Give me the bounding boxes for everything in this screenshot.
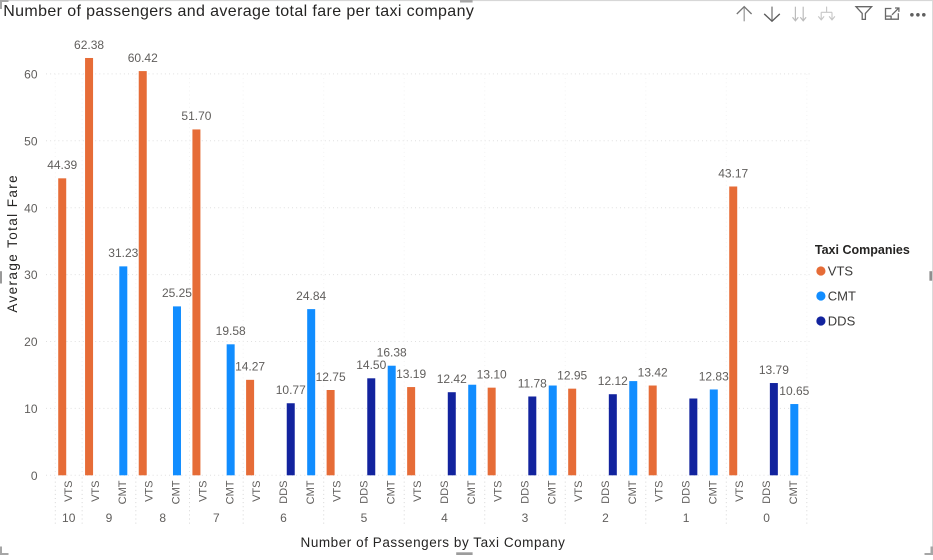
svg-text:DDS: DDS xyxy=(828,314,856,329)
svg-text:VTS: VTS xyxy=(197,481,209,502)
svg-text:43.17: 43.17 xyxy=(718,166,748,180)
svg-text:VTS: VTS xyxy=(734,481,746,502)
svg-text:10: 10 xyxy=(24,402,38,416)
svg-text:4: 4 xyxy=(441,511,448,525)
svg-text:5: 5 xyxy=(361,511,368,525)
svg-text:CMT: CMT xyxy=(224,480,236,504)
svg-text:2: 2 xyxy=(602,511,609,525)
svg-text:Number of passengers and avera: Number of passengers and average total f… xyxy=(3,3,474,20)
svg-text:10.65: 10.65 xyxy=(779,384,809,398)
svg-text:50: 50 xyxy=(24,134,38,148)
svg-text:16.38: 16.38 xyxy=(377,346,407,360)
svg-text:14.50: 14.50 xyxy=(356,358,386,372)
svg-text:0: 0 xyxy=(763,511,770,525)
svg-text:CMT: CMT xyxy=(828,289,856,304)
svg-text:11.78: 11.78 xyxy=(518,376,547,390)
svg-text:6: 6 xyxy=(280,511,287,525)
svg-text:CMT: CMT xyxy=(707,480,719,504)
svg-text:10: 10 xyxy=(62,511,76,525)
svg-text:60.42: 60.42 xyxy=(128,51,158,65)
svg-text:DDS: DDS xyxy=(439,481,451,504)
svg-text:VTS: VTS xyxy=(573,481,585,502)
svg-text:14.27: 14.27 xyxy=(235,360,265,374)
svg-text:13.10: 13.10 xyxy=(477,367,507,381)
svg-text:CMT: CMT xyxy=(385,480,397,504)
svg-text:31.23: 31.23 xyxy=(108,246,138,260)
svg-text:VTS: VTS xyxy=(63,481,75,502)
svg-text:DDS: DDS xyxy=(520,481,532,504)
svg-text:12.75: 12.75 xyxy=(316,370,346,384)
svg-text:10.77: 10.77 xyxy=(276,383,306,397)
svg-text:VTS: VTS xyxy=(493,481,505,502)
svg-text:12.42: 12.42 xyxy=(437,372,467,386)
svg-text:DDS: DDS xyxy=(600,481,612,504)
svg-text:30: 30 xyxy=(24,268,38,282)
svg-text:VTS: VTS xyxy=(251,481,263,502)
svg-text:19.58: 19.58 xyxy=(216,324,246,338)
svg-text:CMT: CMT xyxy=(117,480,129,504)
svg-text:25.25: 25.25 xyxy=(162,286,192,300)
svg-text:13.79: 13.79 xyxy=(759,363,789,377)
svg-text:60: 60 xyxy=(24,68,38,82)
svg-text:DDS: DDS xyxy=(358,481,370,504)
svg-text:DDS: DDS xyxy=(761,481,773,504)
svg-text:1: 1 xyxy=(683,511,690,525)
svg-text:CMT: CMT xyxy=(546,480,558,504)
svg-text:40: 40 xyxy=(24,201,38,215)
svg-text:VTS: VTS xyxy=(828,264,854,279)
svg-text:62.38: 62.38 xyxy=(74,38,104,52)
svg-text:0: 0 xyxy=(31,469,38,483)
svg-text:44.39: 44.39 xyxy=(47,158,77,172)
svg-text:Average Total Fare: Average Total Fare xyxy=(5,174,20,313)
svg-text:Taxi Companies: Taxi Companies xyxy=(815,243,910,257)
svg-text:CMT: CMT xyxy=(171,480,183,504)
svg-text:VTS: VTS xyxy=(654,481,666,502)
svg-text:CMT: CMT xyxy=(466,480,478,504)
svg-text:24.84: 24.84 xyxy=(296,289,326,303)
svg-text:DDS: DDS xyxy=(278,481,290,504)
svg-text:VTS: VTS xyxy=(144,481,156,502)
svg-text:CMT: CMT xyxy=(305,480,317,504)
svg-text:CMT: CMT xyxy=(788,480,800,504)
svg-text:13.42: 13.42 xyxy=(638,365,668,379)
svg-text:8: 8 xyxy=(159,511,166,525)
svg-text:Number of Passengers by Taxi C: Number of Passengers by Taxi Company xyxy=(301,535,566,550)
svg-text:20: 20 xyxy=(24,335,38,349)
svg-text:12.95: 12.95 xyxy=(557,368,587,382)
svg-text:13.19: 13.19 xyxy=(396,367,426,381)
svg-text:12.83: 12.83 xyxy=(699,369,729,383)
svg-text:9: 9 xyxy=(106,511,113,525)
svg-text:CMT: CMT xyxy=(627,480,639,504)
svg-text:51.70: 51.70 xyxy=(181,109,211,123)
svg-text:VTS: VTS xyxy=(90,481,102,502)
svg-text:3: 3 xyxy=(522,511,529,525)
svg-text:7: 7 xyxy=(213,511,220,525)
svg-text:12.12: 12.12 xyxy=(598,374,628,388)
svg-text:VTS: VTS xyxy=(332,481,344,502)
svg-text:DDS: DDS xyxy=(681,481,693,504)
svg-text:VTS: VTS xyxy=(412,481,424,502)
